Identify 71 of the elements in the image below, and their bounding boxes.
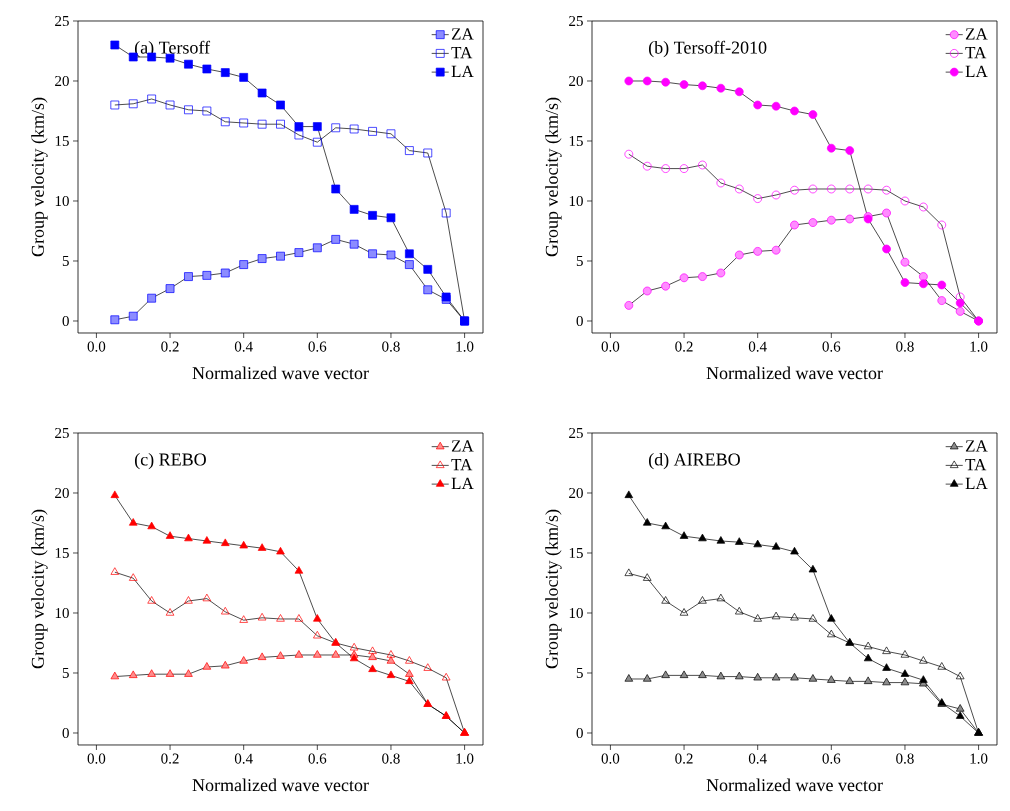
x-tick-label: 0.6 (308, 341, 327, 352)
x-tick-label: 1.0 (970, 341, 988, 352)
x-axis-title: Normalized wave vector (192, 366, 369, 380)
y-tick-label: 10 (55, 607, 69, 619)
y-tick-label: 10 (569, 607, 583, 619)
x-tick-label: 0.0 (601, 753, 620, 764)
x-tick-label: 0.2 (675, 341, 693, 352)
x-tick-label: 0.4 (234, 341, 253, 352)
x-tick-label: 0.8 (896, 753, 914, 764)
legend-label: TA (451, 47, 473, 59)
y-tick-label: 25 (55, 427, 69, 439)
x-axis-title: Normalized wave vector (192, 778, 369, 792)
x-tick-label: 0.6 (822, 753, 841, 764)
x-tick-label: 0.6 (308, 753, 327, 764)
x-tick-label: 0.8 (382, 753, 400, 764)
y-tick-label: 25 (569, 427, 583, 439)
x-tick-label: 0.0 (87, 341, 106, 352)
legend-label: TA (965, 47, 987, 59)
y-tick-label: 5 (576, 256, 583, 266)
y-tick-label: 0 (62, 315, 69, 327)
x-axis-title: Normalized wave vector (706, 366, 883, 380)
x-tick-label: 0.2 (675, 753, 693, 764)
y-axis-title: Group velocity (km/s) (545, 509, 562, 669)
x-tick-label: 0.2 (161, 753, 179, 764)
y-tick-label: 0 (576, 727, 583, 739)
legend-label: ZA (451, 440, 474, 452)
legend-label: LA (451, 477, 474, 489)
y-axis-title: Group velocity (km/s) (31, 97, 48, 257)
y-axis-title: Group velocity (km/s) (31, 509, 48, 669)
y-tick-label: 15 (569, 547, 583, 559)
y-tick-label: 15 (55, 135, 69, 147)
x-tick-label: 1.0 (456, 753, 474, 764)
x-tick-label: 0.6 (822, 341, 841, 352)
x-tick-label: 0.4 (748, 341, 767, 352)
y-tick-label: 20 (55, 487, 69, 499)
legend-label: TA (451, 459, 473, 471)
legend-label: LA (965, 477, 988, 489)
y-tick-label: 20 (569, 75, 583, 87)
x-tick-label: 0.4 (234, 753, 253, 764)
y-axis-title: Group velocity (km/s) (545, 97, 562, 257)
y-tick-label: 20 (569, 487, 583, 499)
x-tick-label: 0.8 (382, 341, 400, 352)
y-tick-label: 5 (576, 668, 583, 678)
legend-label: ZA (451, 28, 474, 40)
x-tick-label: 0.2 (161, 341, 179, 352)
legend-label: ZA (965, 28, 988, 40)
y-tick-label: 5 (62, 256, 69, 266)
x-axis-title: Normalized wave vector (706, 778, 883, 792)
y-tick-label: 5 (62, 668, 69, 678)
y-tick-label: 10 (55, 195, 69, 207)
x-tick-label: 0.4 (748, 753, 767, 764)
y-tick-label: 0 (62, 727, 69, 739)
text: (c) REBO (134, 452, 206, 470)
text: (d) AIREBO (648, 452, 740, 470)
legend-label: TA (965, 459, 987, 471)
y-tick-label: 10 (569, 195, 583, 207)
y-tick-label: 20 (55, 75, 69, 87)
legend-label: ZA (965, 440, 988, 452)
y-tick-label: 0 (576, 315, 583, 327)
legend-label: LA (451, 65, 474, 77)
y-tick-label: 15 (569, 135, 583, 147)
y-tick-label: 25 (55, 15, 69, 27)
text: (b) Tersoff-2010 (648, 40, 767, 58)
y-tick-label: 15 (55, 547, 69, 559)
y-tick-label: 25 (569, 15, 583, 27)
x-tick-label: 1.0 (456, 341, 474, 352)
x-tick-label: 0.0 (87, 753, 106, 764)
x-tick-label: 1.0 (970, 753, 988, 764)
x-tick-label: 0.8 (896, 341, 914, 352)
x-tick-label: 0.0 (601, 341, 620, 352)
legend-label: LA (965, 65, 988, 77)
